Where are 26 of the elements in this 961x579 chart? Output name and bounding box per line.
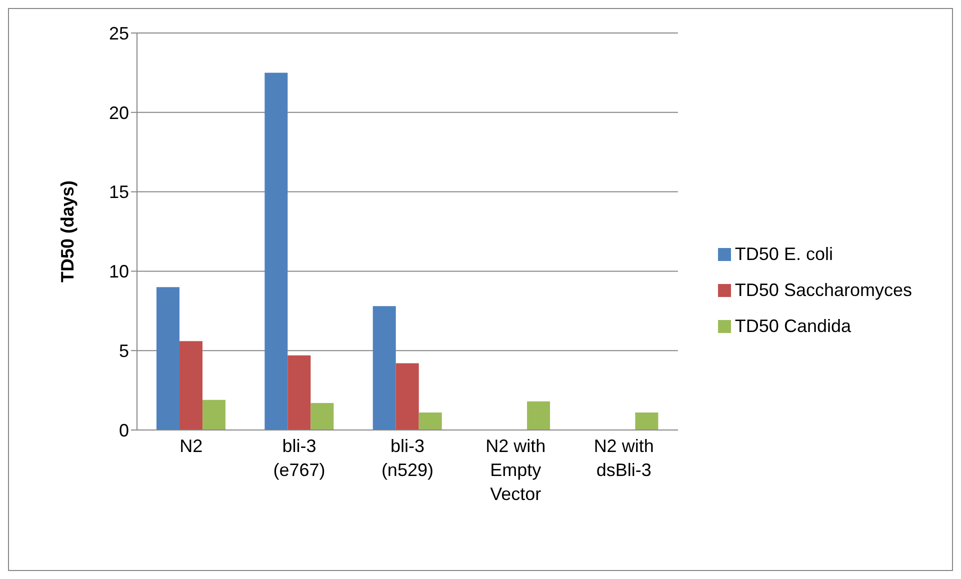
bar bbox=[179, 341, 202, 430]
bar bbox=[418, 412, 442, 430]
bar bbox=[202, 400, 226, 430]
legend-label: TD50 Saccharomyces bbox=[734, 280, 912, 300]
x-tick-label: N2 with Empty Vector bbox=[486, 436, 546, 504]
x-tick-label: bli-3 (e767) bbox=[273, 436, 326, 480]
x-tick-label: bli-3 (n529) bbox=[381, 436, 434, 480]
y-tick-label: 15 bbox=[108, 182, 129, 202]
bar bbox=[288, 355, 311, 430]
y-tick-label: 5 bbox=[118, 340, 129, 361]
y-tick-label: 0 bbox=[118, 420, 129, 440]
y-tick-label: 20 bbox=[108, 102, 129, 123]
bar bbox=[310, 403, 334, 430]
bar bbox=[264, 72, 288, 430]
bar bbox=[156, 287, 180, 430]
legend-label: TD50 Candida bbox=[734, 316, 851, 336]
y-axis-title: TD50 (days) bbox=[57, 180, 78, 283]
x-tick-label: N2 with dsBli-3 bbox=[594, 436, 654, 480]
bar bbox=[635, 412, 658, 430]
bar bbox=[527, 401, 550, 430]
legend-label: TD50 E. coli bbox=[734, 244, 833, 264]
x-tick-label: N2 bbox=[180, 436, 203, 456]
bar bbox=[372, 306, 396, 430]
y-tick-label: 10 bbox=[108, 262, 129, 282]
y-tick-label: 25 bbox=[108, 23, 129, 44]
bar bbox=[396, 363, 419, 430]
